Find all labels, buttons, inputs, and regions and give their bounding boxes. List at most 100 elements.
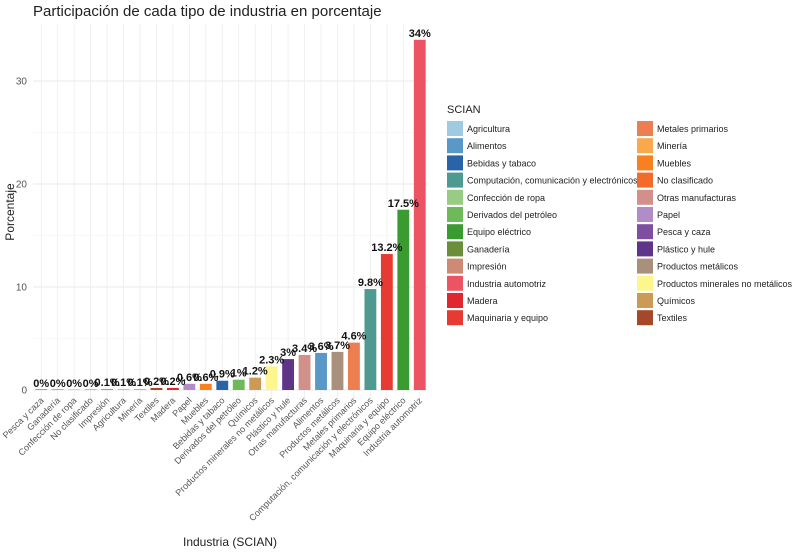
bar — [117, 388, 130, 390]
chart-title: Participación de cada tipo de industria … — [33, 3, 382, 20]
bar — [232, 379, 245, 390]
data-label: 3.6% — [308, 341, 333, 353]
legend-title: SCIAN — [447, 104, 481, 116]
legend-swatch — [447, 224, 463, 240]
legend-swatch — [447, 275, 463, 291]
legend-swatch — [447, 138, 463, 154]
data-label: 0.1% — [95, 377, 120, 389]
bar — [84, 389, 97, 390]
bar — [166, 387, 179, 390]
data-label: 34% — [409, 28, 431, 40]
bar — [101, 388, 113, 390]
data-label: 0.6% — [193, 372, 218, 384]
bar — [348, 342, 360, 390]
legend-entry-label: Papel — [657, 210, 680, 220]
legend-swatch — [637, 224, 653, 240]
legend-swatch — [637, 258, 653, 274]
y-axis-label: Porcentaje — [3, 183, 17, 241]
data-label: 0.2% — [160, 376, 185, 388]
data-label: 13.2% — [371, 242, 402, 254]
bar — [315, 352, 327, 390]
data-label: 3.4% — [292, 343, 317, 355]
legend-entry-label: Alimentos — [467, 141, 507, 151]
data-label: 9.8% — [358, 277, 383, 289]
legend-entry-label: Equipo eléctrico — [467, 227, 531, 237]
data-label: 0.6% — [177, 372, 202, 384]
legend-swatch — [637, 155, 653, 171]
bar — [249, 377, 262, 390]
bars — [35, 39, 426, 391]
legend-entry-label: Productos metálicos — [657, 262, 739, 272]
data-label: 0.1% — [111, 377, 136, 389]
data-label: 0.2% — [144, 376, 169, 388]
legend-entry-label: Muebles — [657, 158, 692, 168]
data-label: 2.3% — [259, 354, 284, 366]
legend-swatch — [637, 241, 653, 257]
data-label: 3% — [280, 347, 296, 359]
legend-entry-label: Derivados del petróleo — [467, 210, 557, 220]
legend-entry-label: Textiles — [657, 313, 688, 323]
data-label: 0.9% — [210, 369, 235, 381]
data-label: 0% — [83, 378, 99, 390]
data-label: 0% — [66, 378, 82, 390]
bar — [150, 387, 163, 390]
legend-entry-label: Productos minerales no metálicos — [657, 279, 793, 289]
bar — [413, 39, 426, 391]
legend-items: Agricultura Alimentos Bebidas y tabaco Comp… — [447, 121, 793, 326]
legend-swatch — [447, 121, 463, 136]
data-label: 1% — [231, 368, 247, 380]
legend-entry-label: Madera — [467, 296, 498, 306]
y-tick-label: 0 — [21, 386, 27, 397]
legend-swatch — [447, 241, 463, 257]
data-label: 0% — [50, 378, 66, 390]
bar — [265, 366, 278, 390]
legend-entry-label: Maquinaria y equipo — [467, 313, 548, 323]
legend-swatch — [447, 258, 463, 274]
bar — [35, 389, 48, 390]
legend-swatch — [447, 189, 463, 205]
legend-entry-label: Computación, comunicación y electrónicos — [467, 176, 638, 186]
bar — [134, 388, 146, 390]
legend-swatch — [447, 155, 463, 171]
data-labels: 0% 0% 0% 0%0.1%0.1%0.1%0.2%0.2%0.6%0.6%0.9%… — [33, 28, 431, 390]
legend-entry-label: Impresión — [467, 262, 507, 272]
bar — [380, 254, 393, 390]
bar — [68, 389, 81, 390]
data-label: 17.5% — [388, 198, 419, 210]
legend-swatch — [447, 207, 463, 222]
bar — [364, 289, 377, 390]
bar — [331, 351, 344, 390]
legend-swatch — [447, 172, 463, 188]
legend-swatch — [447, 310, 463, 326]
bar — [282, 359, 295, 390]
legend-swatch — [637, 275, 653, 291]
legend-entry-label: Metales primarios — [657, 124, 729, 134]
legend-entry-label: Industria automotriz — [467, 279, 547, 289]
x-axis-label: Industria (SCIAN) — [183, 535, 277, 549]
legend-entry-label: Agricultura — [467, 124, 510, 134]
legend-entry-label: Confección de ropa — [467, 193, 545, 203]
y-tick-label: 20 — [16, 180, 28, 191]
legend: SCIAN Agricultura Alimentos Bebidas y taba… — [447, 104, 793, 326]
data-label: 0% — [33, 378, 49, 390]
legend-entry-label: Minería — [657, 141, 687, 151]
data-label: 0.1% — [127, 377, 152, 389]
legend-swatch — [637, 207, 653, 222]
legend-entry-label: Otras manufacturas — [657, 193, 737, 203]
legend-swatch — [637, 189, 653, 205]
data-label: 1.2% — [243, 366, 268, 378]
bar — [397, 209, 410, 390]
data-label: 3.7% — [325, 340, 350, 352]
legend-entry-label: Químicos — [657, 296, 696, 306]
legend-swatch — [637, 172, 653, 188]
y-tick-label: 30 — [16, 77, 28, 88]
y-tick-label: 10 — [16, 283, 28, 294]
legend-entry-label: Pesca y caza — [657, 227, 711, 237]
legend-swatch — [637, 138, 653, 154]
bar — [51, 389, 64, 390]
y-axis-ticks: 0 10 20 30 — [16, 77, 28, 397]
legend-entry-label: Bebidas y tabaco — [467, 158, 536, 168]
bar — [199, 383, 212, 390]
